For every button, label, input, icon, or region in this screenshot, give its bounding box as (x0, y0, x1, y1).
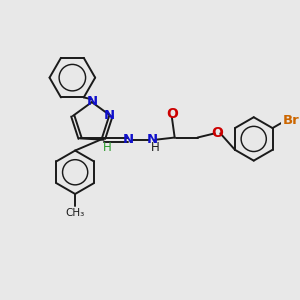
Text: N: N (86, 95, 98, 108)
Text: O: O (166, 107, 178, 121)
Text: O: O (212, 126, 224, 140)
Text: H: H (103, 141, 111, 154)
Text: Br: Br (283, 114, 300, 127)
Text: N: N (123, 133, 134, 146)
Text: H: H (151, 141, 160, 154)
Text: CH₃: CH₃ (65, 208, 85, 218)
Text: N: N (104, 110, 115, 122)
Text: N: N (146, 133, 158, 146)
